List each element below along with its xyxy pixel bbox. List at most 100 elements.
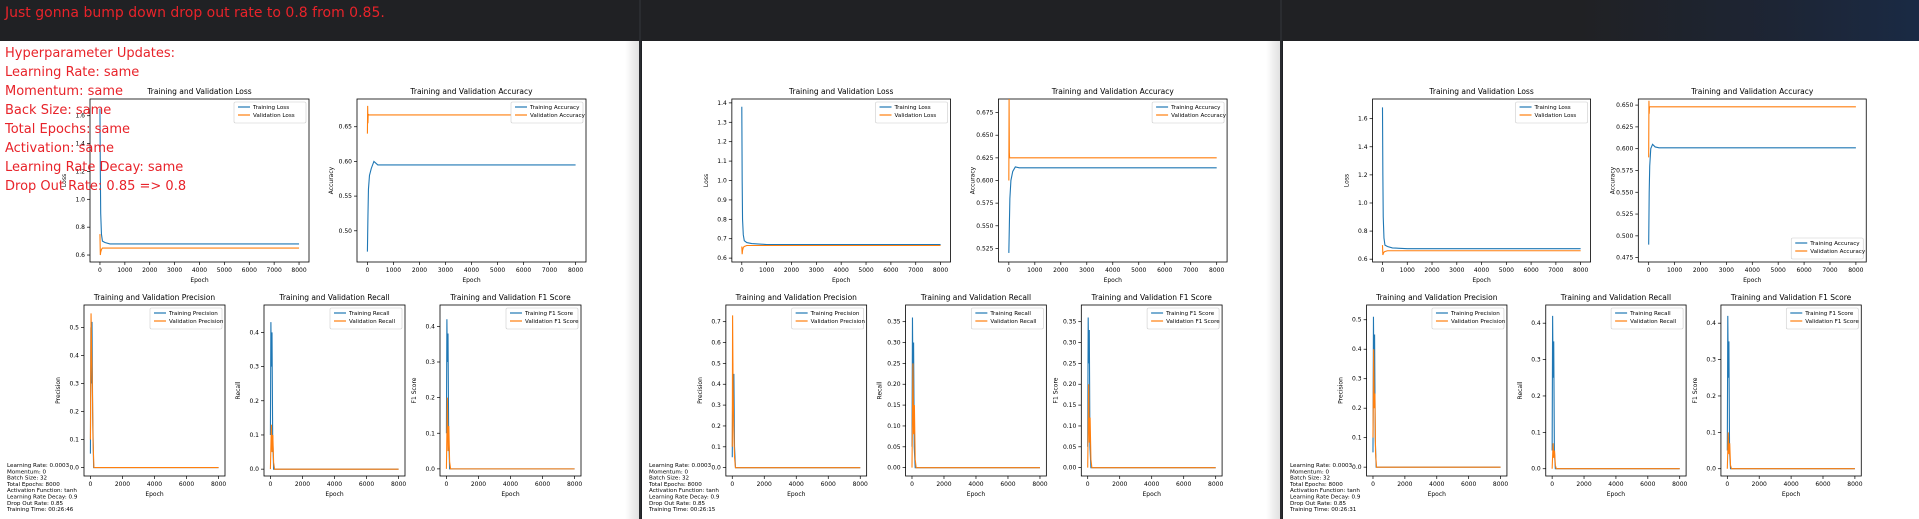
overlay-title: Just gonna bump down drop out rate to 0.… (5, 5, 385, 21)
x-tick-label: 6000 (535, 481, 550, 488)
y-tick-label: 0.8 (75, 224, 85, 231)
legend-entry: Validation Recall (349, 319, 396, 325)
y-tick-label: 0.1 (425, 430, 435, 437)
legend-entry: Validation F1 Score (525, 319, 579, 325)
x-tick-label: 8000 (1672, 481, 1687, 488)
y-tick-label: 1.1 (717, 158, 727, 165)
top-bar (0, 0, 1919, 41)
y-tick-label: 0.5 (1352, 317, 1362, 324)
info-line: Total Epochs: 8000 (6, 482, 60, 488)
legend-entry: Validation Loss (1535, 113, 1577, 119)
legend: Training Loss Validation Loss (1515, 101, 1588, 124)
y-tick-label: 1.2 (75, 168, 85, 175)
x-tick-label: 4000 (1608, 481, 1623, 488)
info-line: Training Time: 00:26:15 (648, 507, 716, 513)
legend: Training F1 Score Validation F1 Score (1785, 307, 1859, 330)
y-tick-label: 0.525 (1616, 211, 1633, 218)
plot-frame (89, 98, 310, 263)
plot-frame (905, 304, 1047, 477)
update-line: Back Size: same (5, 103, 112, 118)
x-tick-label: 8000 (853, 481, 868, 488)
x-tick-label: 1000 (386, 267, 401, 274)
info-line: Learning Rate: 0.0003 (7, 463, 70, 469)
chart-2: Training and Validation Accuracy Epoch Acc… (328, 87, 587, 284)
info-line: Activation Function: tanh (1290, 488, 1360, 494)
info-line: Learning Rate: 0.0003 (649, 463, 712, 469)
y-tick-label: 0.05 (1063, 444, 1077, 451)
chart-title: Training and Validation Recall (278, 293, 389, 302)
y-tick-label: 0.4 (1531, 320, 1541, 327)
info-line: Activation Function: tanh (649, 488, 719, 494)
x-tick-label: 3000 (1719, 267, 1734, 274)
x-tick-label: 0 (1007, 267, 1011, 274)
chart-title: Training and Validation Accuracy (409, 87, 533, 96)
x-tick-label: 2000 (142, 267, 157, 274)
series-line-validation (89, 313, 219, 469)
x-tick-label: 3000 (438, 267, 453, 274)
plot-frame (356, 98, 587, 263)
series-line-validation (1381, 245, 1581, 256)
chart-1: Training and Validation Loss Epoch Loss 0 10… (1344, 87, 1591, 284)
info-line: Learning Rate: 0.0003 (1290, 463, 1353, 469)
x-tick-label: 0 (1381, 267, 1385, 274)
legend-box (1146, 307, 1220, 330)
legend-entry: Training Precision (810, 311, 860, 317)
legend-box (791, 307, 864, 330)
x-tick-label: 3000 (809, 267, 824, 274)
y-tick-label: 0.0 (249, 466, 259, 473)
y-tick-label: 0.4 (1706, 320, 1716, 327)
x-tick-label: 8000 (211, 481, 226, 488)
legend-entry: Validation F1 Score (1166, 319, 1220, 325)
y-axis-label: Recall (877, 381, 884, 399)
x-axis-label: Epoch (1143, 491, 1162, 498)
x-tick-label: 2000 (784, 267, 799, 274)
x-tick-label: 4000 (147, 481, 162, 488)
x-tick-label: 4000 (1144, 481, 1159, 488)
x-tick-label: 0 (1371, 481, 1375, 488)
info-line: Drop Out Rate: 0.85 (7, 501, 64, 507)
y-tick-label: 0.00 (887, 465, 901, 472)
y-tick-label: 0.475 (1616, 255, 1633, 262)
chart-5: Training and Validation F1 Score Epoch F1 … (411, 293, 582, 498)
panel-divider (1280, 0, 1282, 519)
y-axis-label: Loss (61, 174, 68, 187)
x-tick-label: 0 (98, 267, 102, 274)
x-tick-label: 4000 (1783, 481, 1798, 488)
x-tick-label: 5000 (490, 267, 505, 274)
x-tick-label: 1000 (1667, 267, 1682, 274)
x-tick-label: 0 (365, 267, 369, 274)
y-tick-label: 0.65 (339, 124, 353, 131)
x-tick-label: 6000 (1461, 481, 1476, 488)
x-tick-label: 8000 (567, 481, 582, 488)
x-tick-label: 0 (1725, 481, 1729, 488)
y-tick-label: 0.2 (249, 398, 259, 405)
y-tick-label: 0.1 (1706, 429, 1716, 436)
info-line: Batch Size: 32 (7, 476, 47, 482)
updates-heading: Hyperparameter Updates: (5, 46, 176, 61)
x-tick-label: 6000 (1523, 267, 1538, 274)
x-tick-label: 7000 (267, 267, 282, 274)
y-axis-label: Loss (703, 174, 710, 187)
x-tick-label: 8000 (1493, 481, 1508, 488)
update-line: Drop Out Rate: 0.85 => 0.8 (5, 179, 187, 194)
legend-box (329, 307, 403, 330)
x-tick-label: 1000 (759, 267, 774, 274)
legend-entry: Validation F1 Score (1805, 319, 1859, 325)
y-axis-label: Loss (1344, 174, 1351, 187)
y-tick-label: 0.15 (887, 402, 901, 409)
hyperparameter-updates: Hyperparameter Updates: Learning Rate: s… (5, 44, 186, 196)
y-axis-label: F1 Score (1692, 377, 1699, 403)
x-tick-label: 6000 (242, 267, 257, 274)
legend-entry: Validation Recall (1630, 319, 1677, 325)
y-tick-label: 0.600 (976, 178, 993, 185)
x-tick-label: 2000 (412, 267, 427, 274)
x-axis-label: Epoch (1782, 491, 1801, 498)
info-line: Momentum: 0 (649, 469, 689, 475)
chart-1: Training and Validation Loss Epoch Loss 0 10… (61, 87, 310, 284)
chart-title: Training and Validation Accuracy (1051, 87, 1175, 96)
x-tick-label: 8000 (1032, 481, 1047, 488)
plot-frame (731, 98, 951, 263)
plot-frame (263, 304, 406, 477)
x-tick-label: 0 (1550, 481, 1554, 488)
